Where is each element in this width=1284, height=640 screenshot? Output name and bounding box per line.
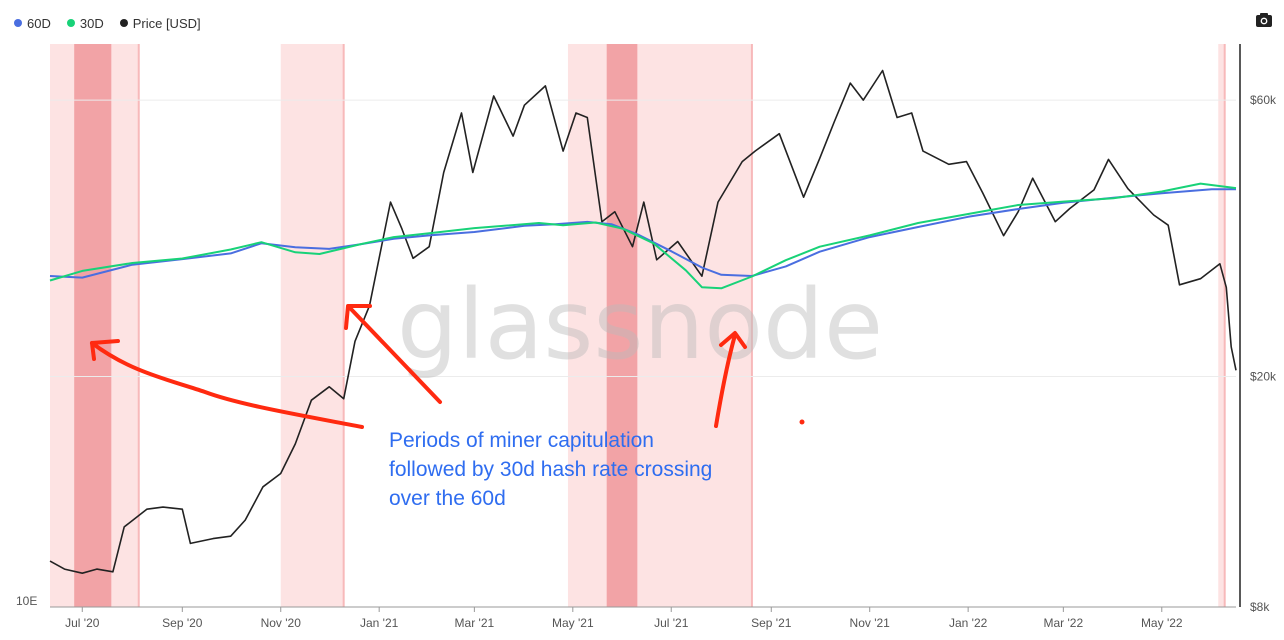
legend-label-price: Price [USD] [132,15,201,31]
arrow-0 [90,341,364,429]
shaded-period-2 [280,44,344,607]
stray-dot [799,419,805,425]
arrow-head-0 [90,339,120,361]
x-tick-label: Nov '20 [261,616,302,630]
x-tick-label: Jul '20 [65,616,100,630]
legend-dot-price [119,19,128,27]
shaded-period-1 [74,44,112,607]
annotation-text-line: over the 60d [389,487,506,510]
x-tick-label: Jan '22 [949,616,988,630]
shaded-period-3 [567,44,752,607]
shaded-period-4 [606,44,638,607]
x-tick-label: Jul '21 [654,616,689,630]
axes: Jul '20 Sep '20 Nov '20 Jan '21 Mar '21 May '… [16,44,1277,630]
legend-item-60d[interactable]: 60D [14,16,51,31]
arrow-1 [348,306,442,404]
x-tick-label: Sep '20 [162,616,203,630]
x-tick-label: May '22 [1141,616,1183,630]
legend-item-30d[interactable]: 30D [66,15,104,31]
legend-item-price[interactable]: Price [USD] [119,15,201,31]
x-tick-label: Mar '21 [455,616,495,630]
legend: 60D 30D Price [USD] [14,14,201,32]
y-right-tick-label: $8k [1250,600,1270,614]
arrow-2 [714,333,737,428]
arrow-head-1 [344,304,372,330]
shaded-period-5 [1218,44,1225,607]
x-tick-label: Nov '21 [850,616,891,630]
legend-label-30d: 30D [79,15,104,31]
x-tick-label: Jan '21 [360,616,399,630]
watermark-text: glassnode [397,269,883,381]
capitulation-shading [50,44,1226,607]
annotation-text-line: Periods of miner capitulation [389,429,654,452]
x-tick-label: Sep '21 [751,616,792,630]
x-tick-label: May '21 [552,616,594,630]
camera-icon [1256,13,1272,27]
left-axis-label: 10E [16,594,37,608]
legend-label-60d: 60D [27,15,51,31]
y-right-tick-label: $60k [1250,93,1277,107]
legend-dot-60d [14,19,22,27]
x-tick-label: Mar '22 [1044,616,1084,630]
series-line-30d [49,182,1237,290]
annotation: Periods of miner capitulation followed by… [90,304,805,510]
arrow-head-2 [719,331,747,349]
camera-button[interactable] [1254,10,1274,30]
legend-dot-30d [66,19,75,27]
series-lines [49,69,1237,574]
annotation-text-line: followed by 30d hash rate crossing [389,458,712,481]
y-right-tick-label: $20k [1250,369,1277,383]
